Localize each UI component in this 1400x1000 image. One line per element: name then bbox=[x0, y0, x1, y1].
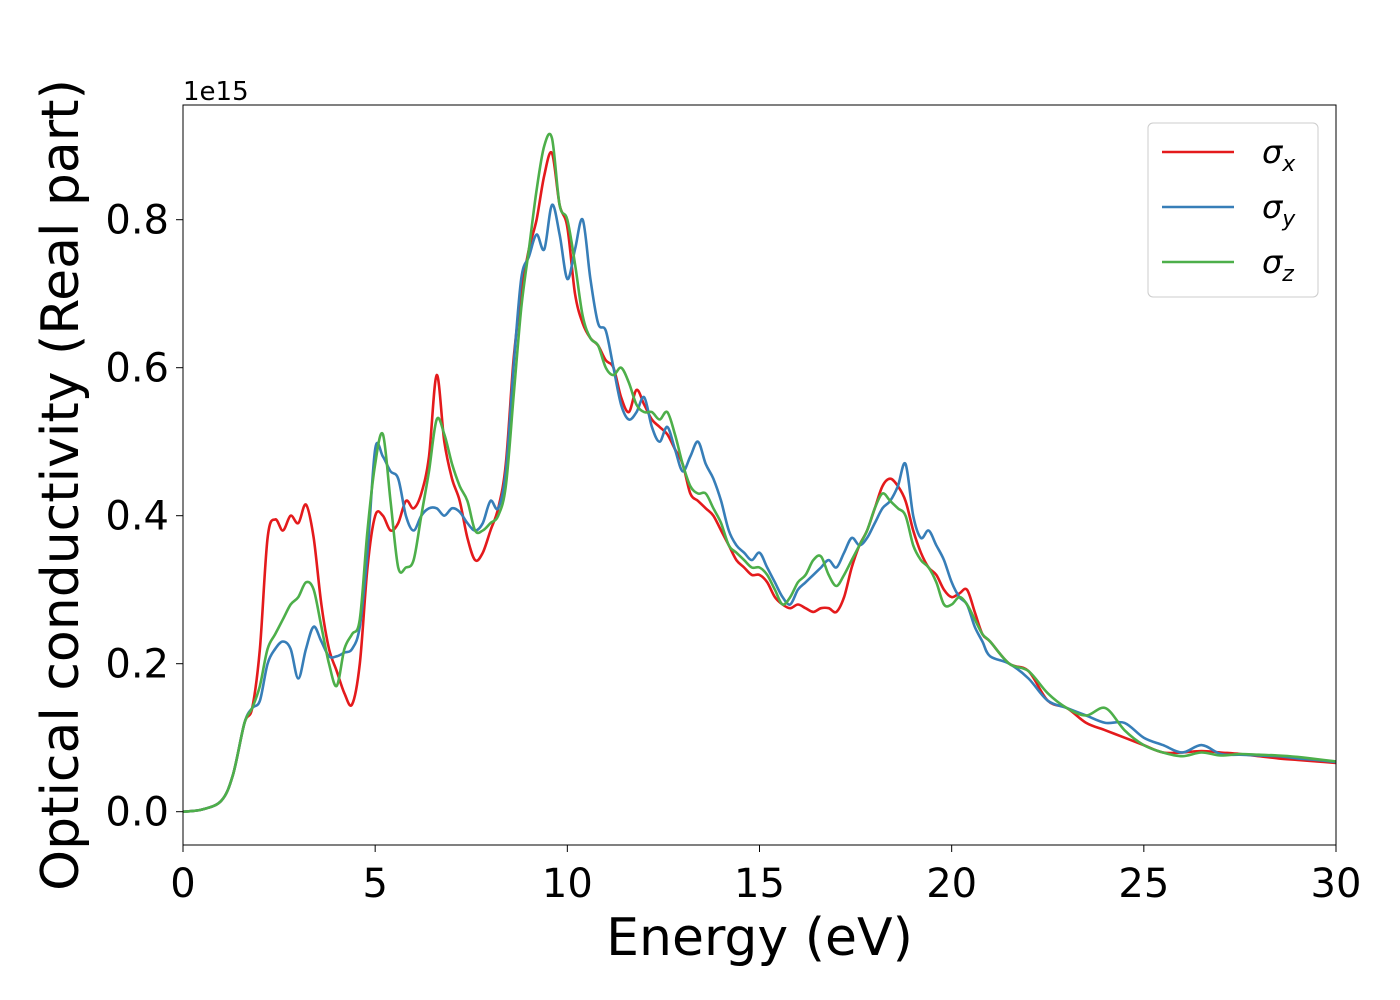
x-tick-label: 0 bbox=[170, 861, 195, 907]
x-axis-ticks: 0 5 10 15 20 25 30 bbox=[170, 845, 1361, 907]
y-tick-label: 0.0 bbox=[105, 790, 169, 836]
legend-subscript: z bbox=[1281, 262, 1294, 287]
plot-series bbox=[183, 132, 1336, 813]
legend-subscript: x bbox=[1281, 152, 1296, 177]
legend-entry-y: σy bbox=[1162, 188, 1296, 232]
y-tick-label: 0.6 bbox=[105, 346, 169, 392]
legend-entry-z: σz bbox=[1162, 243, 1294, 287]
legend-label: σz bbox=[1262, 243, 1294, 287]
legend-label: σy bbox=[1262, 188, 1296, 232]
x-tick-label: 20 bbox=[926, 861, 977, 907]
x-tick-label: 5 bbox=[362, 861, 387, 907]
y-tick-label: 0.2 bbox=[105, 642, 169, 688]
legend-box bbox=[1147, 122, 1319, 298]
series-line-y bbox=[183, 203, 1336, 813]
y-axis-label: Optical conductivity (Real part) bbox=[31, 79, 91, 891]
legend-symbol: σ bbox=[1262, 243, 1284, 281]
series-line-z bbox=[183, 132, 1336, 813]
y-tick-label: 0.4 bbox=[105, 494, 169, 540]
x-tick-label: 15 bbox=[734, 861, 785, 907]
y-axis-ticks: 0.0 0.2 0.4 0.6 0.8 bbox=[105, 198, 183, 836]
y-axis-offset-label: 1e15 bbox=[183, 77, 249, 107]
legend-entry-x: σx bbox=[1162, 133, 1296, 177]
legend-symbol: σ bbox=[1262, 188, 1284, 226]
x-tick-label: 25 bbox=[1118, 861, 1169, 907]
legend-subscript: y bbox=[1281, 207, 1296, 232]
x-axis-label: Energy (eV) bbox=[606, 908, 913, 968]
y-tick-label: 0.8 bbox=[105, 198, 169, 244]
legend-symbol: σ bbox=[1262, 133, 1284, 171]
legend-label: σx bbox=[1262, 133, 1296, 177]
x-tick-label: 30 bbox=[1311, 861, 1362, 907]
series-line-x bbox=[183, 150, 1336, 813]
x-tick-label: 10 bbox=[542, 861, 593, 907]
